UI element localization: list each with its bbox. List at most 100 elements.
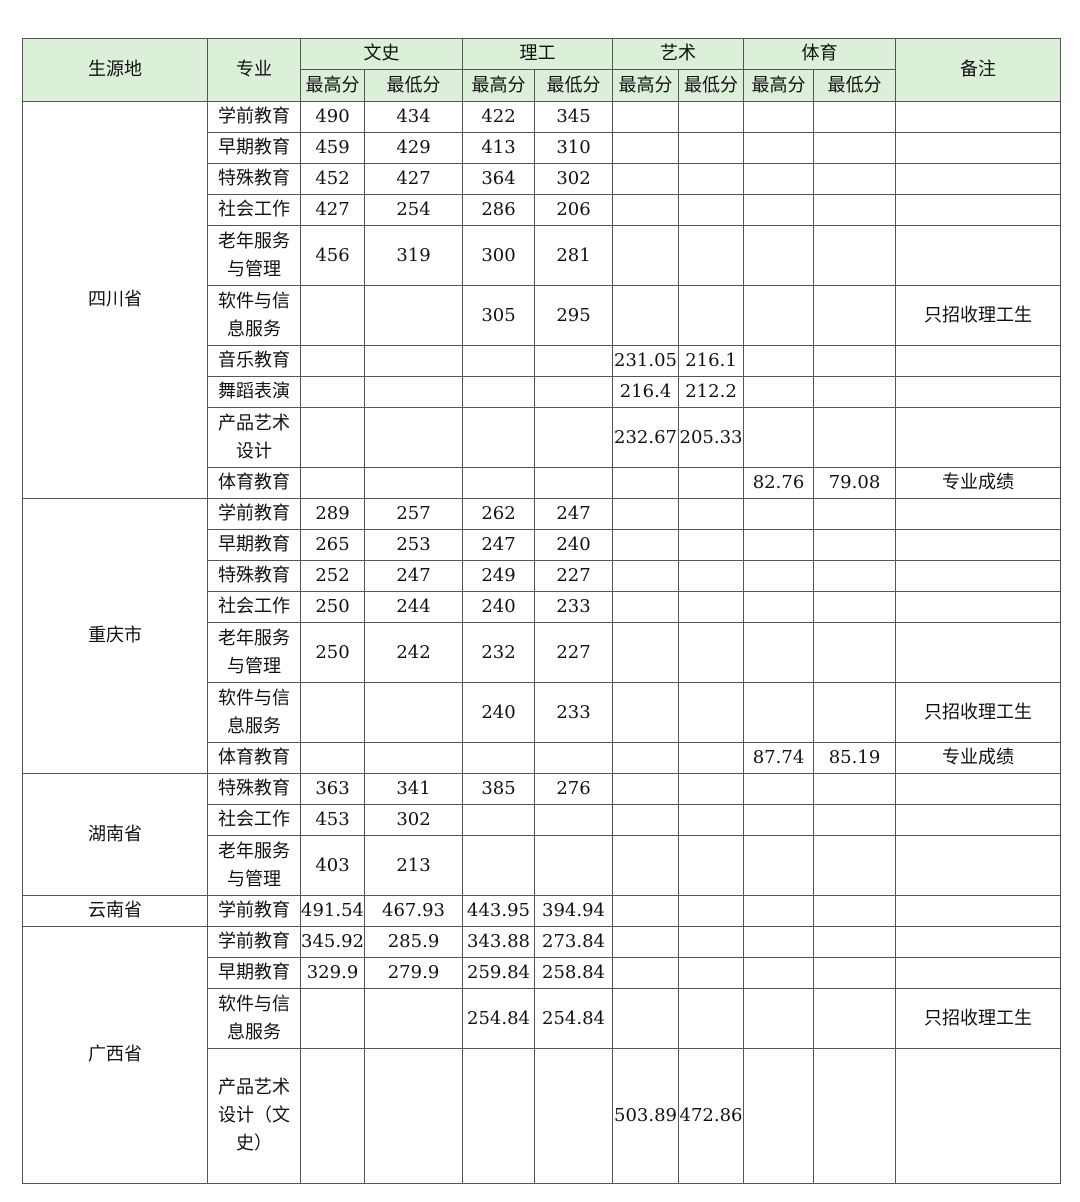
- score-cell: 259.84: [462, 957, 535, 989]
- score-cell: 216.1: [678, 345, 744, 377]
- score-cell: [678, 622, 744, 683]
- score-cell: 491.54: [300, 895, 365, 927]
- score-cell: [612, 895, 679, 927]
- score-cell: [364, 407, 463, 468]
- score-cell: [743, 225, 814, 286]
- score-cell: [743, 345, 814, 377]
- score-cell: 233: [534, 591, 613, 623]
- header-group-wenshi: 文史: [300, 38, 463, 70]
- header-max-score: 最高分: [300, 69, 365, 102]
- score-cell: [743, 835, 814, 896]
- score-cell: 240: [462, 591, 535, 623]
- score-cell: [743, 1048, 814, 1184]
- score-cell: [743, 622, 814, 683]
- score-cell: 385: [462, 773, 535, 805]
- score-cell: 443.95: [462, 895, 535, 927]
- table-row: 早期教育 265 253 247 240: [23, 529, 1061, 561]
- score-cell: 490: [300, 101, 365, 133]
- score-cell: 216.4: [612, 376, 679, 408]
- score-cell: 343.88: [462, 926, 535, 958]
- score-cell: [300, 742, 365, 774]
- score-cell: [678, 957, 744, 989]
- header-note: 备注: [895, 38, 1061, 102]
- major-cell: 产品艺术设计: [207, 407, 301, 468]
- major-cell: 学前教育: [207, 101, 301, 133]
- score-cell: [813, 773, 896, 805]
- score-cell: [300, 376, 365, 408]
- score-cell: 247: [364, 560, 463, 592]
- note-cell: 专业成绩: [895, 467, 1061, 499]
- score-cell: [612, 560, 679, 592]
- score-cell: 456: [300, 225, 365, 286]
- note-cell: [895, 407, 1061, 468]
- score-cell: [462, 467, 535, 499]
- table-row: 早期教育 459 429 413 310: [23, 132, 1061, 164]
- score-cell: 227: [534, 560, 613, 592]
- major-cell: 早期教育: [207, 957, 301, 989]
- score-cell: [612, 682, 679, 743]
- header-group-ligong: 理工: [462, 38, 613, 70]
- score-cell: [612, 622, 679, 683]
- major-cell: 社会工作: [207, 591, 301, 623]
- score-cell: [813, 804, 896, 836]
- score-cell: [813, 101, 896, 133]
- major-cell: 老年服务与管理: [207, 622, 301, 683]
- score-cell: [612, 804, 679, 836]
- table-row: 云南省 学前教育 491.54 467.93 443.95 394.94: [22, 895, 1061, 927]
- score-cell: [462, 742, 535, 774]
- score-cell: [364, 1048, 463, 1184]
- score-cell: [612, 101, 679, 133]
- major-cell: 社会工作: [207, 194, 301, 226]
- score-cell: 341: [364, 773, 463, 805]
- note-cell: [895, 376, 1061, 408]
- score-cell: 319: [364, 225, 463, 286]
- score-cell: [813, 895, 896, 927]
- table-row: 社会工作 453 302: [23, 804, 1061, 836]
- major-cell: 软件与信息服务: [207, 988, 301, 1049]
- score-cell: [813, 225, 896, 286]
- score-cell: [462, 407, 535, 468]
- note-cell: 只招收理工生: [895, 682, 1061, 743]
- score-cell: [743, 591, 814, 623]
- score-cell: [364, 467, 463, 499]
- score-cell: [678, 773, 744, 805]
- score-cell: 252: [300, 560, 365, 592]
- score-cell: [612, 194, 679, 226]
- major-cell: 老年服务与管理: [207, 835, 301, 896]
- score-cell: [678, 926, 744, 958]
- region-cell: 广西省: [22, 926, 208, 1184]
- region-cell: 湖南省: [22, 773, 208, 896]
- note-cell: [895, 926, 1061, 958]
- score-cell: [678, 498, 744, 530]
- score-cell: [612, 773, 679, 805]
- score-cell: [364, 285, 463, 346]
- score-cell: 79.08: [813, 467, 896, 499]
- score-cell: [612, 835, 679, 896]
- score-cell: 289: [300, 498, 365, 530]
- table-row: 特殊教育 252 247 249 227: [23, 560, 1061, 592]
- score-cell: [364, 345, 463, 377]
- score-cell: [813, 591, 896, 623]
- score-cell: [364, 682, 463, 743]
- major-cell: 体育教育: [207, 467, 301, 499]
- score-cell: [743, 163, 814, 195]
- score-cell: 305: [462, 285, 535, 346]
- score-cell: [534, 804, 613, 836]
- note-cell: [895, 591, 1061, 623]
- score-cell: [743, 895, 814, 927]
- score-cell: [534, 742, 613, 774]
- score-cell: 213: [364, 835, 463, 896]
- score-cell: 254.84: [534, 988, 613, 1049]
- score-cell: [534, 407, 613, 468]
- score-cell: [678, 132, 744, 164]
- major-cell: 学前教育: [207, 895, 301, 927]
- table-row: 老年服务与管理 250 242 232 227: [23, 622, 1061, 683]
- score-cell: [743, 682, 814, 743]
- score-cell: [462, 345, 535, 377]
- score-cell: [612, 926, 679, 958]
- admission-score-table: 生源地 专业 文史 理工 艺术 体育 备注 最高分 最低分 最高分 最低分 最高分 最低分…: [22, 38, 1061, 1184]
- score-cell: 427: [364, 163, 463, 195]
- header-min-score: 最低分: [534, 69, 613, 102]
- score-cell: [678, 804, 744, 836]
- note-cell: 专业成绩: [895, 742, 1061, 774]
